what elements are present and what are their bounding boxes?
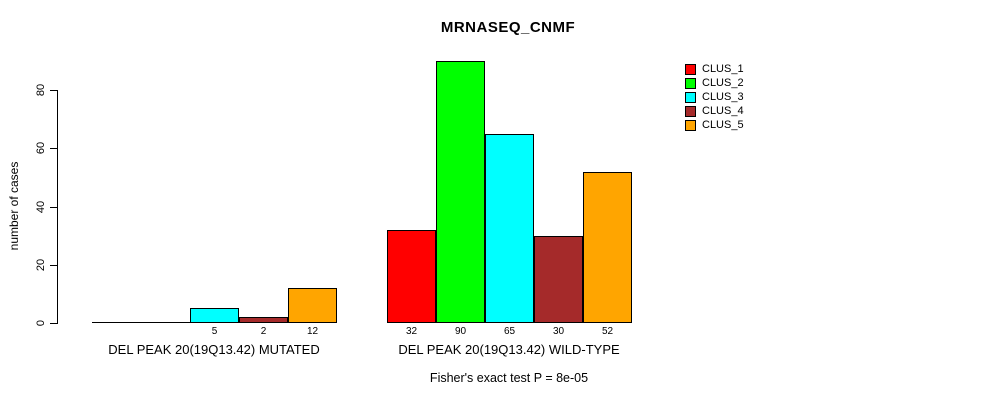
y-tick-label: 80 [35, 84, 47, 97]
x-group-label-wild-type: DEL PEAK 20(19Q13.42) WILD-TYPE [398, 342, 620, 357]
bar-clus_4-group2 [534, 236, 583, 323]
y-tick-mark [50, 206, 57, 208]
legend-swatch-clus_5 [685, 119, 696, 131]
legend-label: CLUS_3 [702, 91, 744, 103]
y-tick-label: 40 [35, 200, 47, 213]
bar-value-label: 52 [601, 326, 614, 337]
y-tick-mark [50, 323, 57, 324]
legend-item-clus_1: CLUS_1 [685, 62, 744, 76]
legend-item-clus_5: CLUS_5 [685, 118, 744, 132]
legend-item-clus_4: CLUS_4 [685, 104, 744, 118]
legend-label: CLUS_5 [702, 119, 744, 131]
y-tick-mark [50, 90, 57, 92]
bar-clus_4-group1 [239, 317, 288, 323]
legend-label: CLUS_4 [702, 105, 744, 117]
bar-clus_3-group1 [190, 308, 239, 323]
chart-title: MRNASEQ_CNMF [440, 19, 576, 36]
y-axis-line [57, 90, 58, 324]
bar-clus_2-group1-zero [141, 322, 191, 323]
bar-value-label: 5 [211, 326, 218, 337]
fisher-test-annotation: Fisher's exact test P = 8e-05 [429, 371, 589, 385]
bar-clus_5-group2 [583, 172, 632, 323]
y-tick-label: 60 [35, 142, 47, 155]
y-tick-mark [50, 264, 57, 266]
bar-clus_3-group2 [485, 134, 534, 323]
bar-clus_5-group1 [288, 288, 337, 323]
x-group-label-mutated: DEL PEAK 20(19Q13.42) MUTATED [108, 342, 320, 357]
bar-clus_2-group2 [436, 61, 485, 323]
bar-clus_1-group2 [387, 230, 436, 323]
legend-item-clus_2: CLUS_2 [685, 76, 744, 90]
bar-clus_1-group1-zero [92, 322, 142, 323]
bar-value-label: 2 [260, 326, 267, 337]
legend-item-clus_3: CLUS_3 [685, 90, 744, 104]
legend-swatch-clus_1 [685, 63, 696, 75]
bar-value-label: 32 [405, 326, 418, 337]
bar-value-label: 90 [454, 326, 467, 337]
y-tick-label: 20 [35, 258, 47, 271]
y-tick-label: 0 [35, 319, 47, 327]
bar-value-label: 12 [306, 326, 319, 337]
legend-swatch-clus_4 [685, 105, 696, 117]
legend-label: CLUS_2 [702, 77, 744, 89]
legend-label: CLUS_1 [702, 63, 744, 75]
legend-swatch-clus_3 [685, 91, 696, 103]
bar-value-label: 30 [552, 326, 565, 337]
legend-swatch-clus_2 [685, 77, 696, 89]
bar-value-label: 65 [503, 326, 516, 337]
y-tick-mark [50, 148, 57, 150]
